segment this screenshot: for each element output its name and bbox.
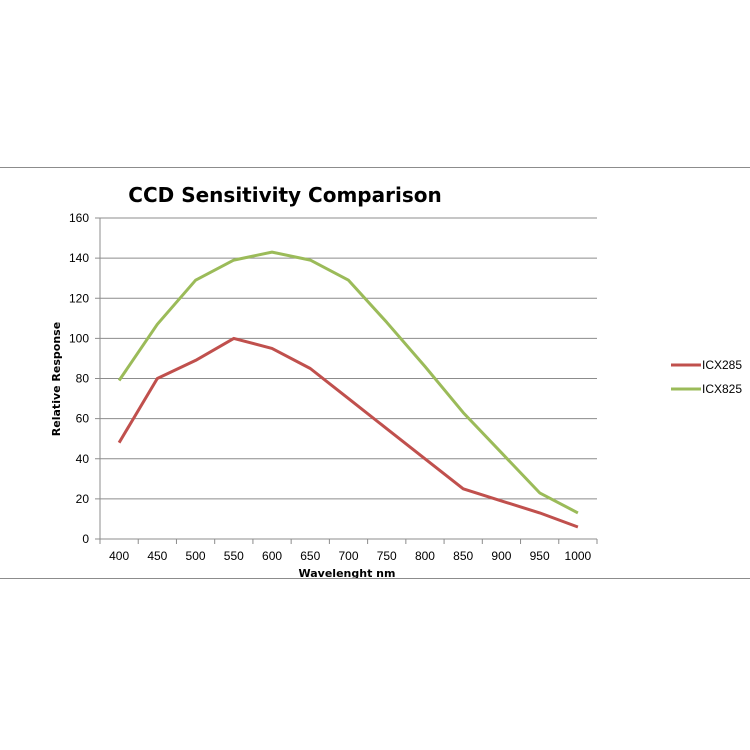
- y-axis-title: Relative Response: [50, 322, 63, 436]
- x-tick-label: 550: [224, 549, 244, 563]
- y-tick-label: 80: [76, 372, 90, 386]
- y-tick-label: 20: [76, 492, 90, 506]
- y-tick-label: 0: [82, 532, 89, 546]
- y-tick-label: 40: [76, 452, 90, 466]
- y-tick-label: 60: [76, 412, 90, 426]
- x-tick-label: 500: [186, 549, 206, 563]
- x-axis-title: Wavelenght nm: [299, 567, 396, 578]
- gridlines: [100, 217, 597, 500]
- y-tick-label: 120: [69, 291, 89, 305]
- chart-title: CCD Sensitivity Comparison: [128, 183, 441, 207]
- x-tick-label: 950: [530, 549, 550, 563]
- x-tick-label: 750: [377, 549, 397, 563]
- series-lines: [117, 250, 579, 529]
- x-tick-label: 850: [453, 549, 473, 563]
- x-tick-label: 900: [491, 549, 511, 563]
- x-tick-label: 400: [109, 549, 129, 563]
- y-tick-label: 160: [69, 211, 89, 225]
- y-tick-label: 100: [69, 331, 89, 345]
- y-axis-ticks: 0 20 40 60 80 100 120 140 160: [69, 211, 100, 546]
- x-tick-label: 600: [262, 549, 282, 563]
- legend-label: ICX285: [702, 358, 742, 372]
- series-line: [117, 336, 579, 529]
- line-chart: CCD Sensitivity Comparison 0 20 40 60 80 100 1…: [50, 183, 742, 578]
- x-tick-label: 800: [415, 549, 435, 563]
- x-tick-label: 450: [147, 549, 167, 563]
- x-tick-label: 700: [338, 549, 358, 563]
- x-tick-label: 1000: [565, 549, 592, 563]
- legend: ICX285 ICX825: [671, 358, 742, 396]
- chart-frame: CCD Sensitivity Comparison 0 20 40 60 80 100 1…: [0, 167, 750, 579]
- x-tick-label: 650: [300, 549, 320, 563]
- x-axis-ticks: 400 450 500 550 600 650 700 750 800 850 900 950 1000: [99, 539, 598, 563]
- y-tick-label: 140: [69, 251, 89, 265]
- series-line: [117, 250, 579, 515]
- legend-label: ICX825: [702, 382, 742, 396]
